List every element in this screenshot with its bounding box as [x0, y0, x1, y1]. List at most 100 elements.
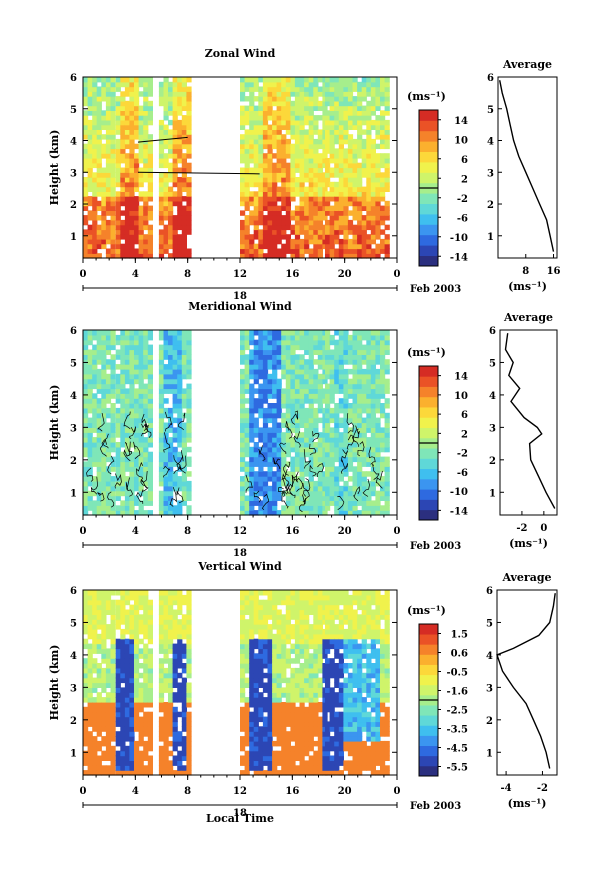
- heatmap-cell: [253, 138, 259, 145]
- heatmap-cell: [304, 500, 310, 506]
- heatmap-cell: [262, 205, 269, 211]
- heatmap-cell: [317, 243, 323, 250]
- heatmap-cell: [129, 153, 135, 159]
- heatmap-cell: [334, 119, 340, 126]
- heatmap-cell: [370, 505, 376, 511]
- heatmap-cell: [249, 243, 255, 250]
- heatmap-cell: [240, 330, 246, 336]
- heatmap-cell: [357, 215, 363, 221]
- heatmap-cell: [124, 711, 131, 718]
- heatmap-cell: [129, 706, 135, 713]
- heatmap-cell: [177, 697, 183, 703]
- heatmap-cell: [343, 224, 349, 231]
- heatmap-cell: [105, 148, 112, 154]
- heatmap-cell: [313, 124, 319, 130]
- y-tick-label: 2: [70, 200, 77, 211]
- heatmap-cell: [181, 619, 187, 625]
- heatmap-cell: [325, 442, 331, 448]
- heatmap-cell: [244, 205, 250, 211]
- heatmap-cell: [357, 243, 363, 250]
- heatmap-cell: [240, 446, 246, 453]
- heatmap-cell: [181, 770, 187, 776]
- heatmap-cell: [168, 672, 174, 679]
- heatmap-cell: [313, 373, 319, 380]
- heatmap-cell: [281, 158, 287, 164]
- heatmap-cell: [138, 417, 144, 424]
- heatmap-cell: [276, 344, 282, 351]
- heatmap-cell: [308, 466, 314, 472]
- heatmap-cell: [325, 349, 331, 355]
- heatmap-cell: [115, 706, 121, 713]
- heatmap-cell: [120, 740, 126, 747]
- heatmap-cell: [240, 181, 246, 188]
- heatmap-cell: [253, 609, 259, 615]
- heatmap-cell: [129, 388, 135, 394]
- heatmap-cell: [380, 238, 386, 245]
- heatmap-cell: [267, 229, 273, 235]
- heatmap-cell: [172, 726, 178, 732]
- heatmap-cell: [343, 119, 349, 126]
- heatmap-cell: [290, 373, 296, 380]
- heatmap-cell: [240, 697, 246, 703]
- heatmap-cell: [186, 682, 192, 688]
- heatmap-cell: [308, 143, 314, 150]
- heatmap-cell: [92, 682, 98, 688]
- heatmap-cell: [299, 339, 305, 346]
- heatmap-cell: [317, 442, 323, 448]
- heatmap-cell: [138, 731, 144, 737]
- heatmap-cell: [129, 172, 135, 178]
- heatmap-cell: [304, 412, 310, 419]
- heatmap-cell: [375, 349, 381, 355]
- heatmap-cell: [115, 238, 121, 245]
- heatmap-cell: [92, 648, 98, 654]
- heatmap-cell: [244, 432, 250, 438]
- heatmap-cell: [304, 417, 310, 424]
- heatmap-cell: [120, 115, 126, 121]
- contour-line: [137, 171, 260, 175]
- contour-line: [107, 455, 115, 475]
- heatmap-cell: [96, 485, 102, 492]
- heatmap-cell: [138, 364, 144, 370]
- heatmap-cell: [276, 177, 282, 183]
- heatmap-cell: [115, 153, 121, 159]
- heatmap-cell: [343, 510, 349, 516]
- heatmap-cell: [375, 224, 381, 231]
- heatmap-cell: [304, 442, 310, 448]
- heatmap-cell: [253, 153, 259, 159]
- heatmap-cell: [240, 721, 246, 727]
- heatmap-cell: [276, 466, 282, 472]
- heatmap-cell: [83, 238, 89, 245]
- heatmap-cell: [304, 359, 310, 365]
- heatmap-cell: [129, 702, 135, 708]
- heatmap-cell: [334, 495, 340, 501]
- heatmap-cell: [240, 172, 246, 178]
- heatmap-cell: [253, 451, 259, 458]
- heatmap-cell: [168, 495, 174, 501]
- heatmap-cell: [177, 619, 183, 625]
- heatmap-cell: [308, 91, 314, 97]
- heatmap-cell: [281, 96, 287, 102]
- heatmap-cell: [370, 86, 376, 92]
- heatmap-cell: [244, 186, 250, 192]
- heatmap-cell: [92, 633, 98, 640]
- heatmap-cell: [147, 191, 153, 197]
- heatmap-cell: [253, 86, 259, 92]
- heatmap-cell: [380, 129, 386, 135]
- heatmap-cell: [147, 172, 153, 178]
- heatmap-cell: [281, 354, 287, 360]
- heatmap-cell: [253, 234, 259, 240]
- heatmap-cell: [163, 110, 169, 116]
- heatmap-cell: [380, 229, 386, 235]
- heatmap-cell: [158, 697, 165, 703]
- heatmap-cell: [138, 736, 144, 742]
- colorbar-tick-label: -2: [457, 449, 468, 460]
- heatmap-cell: [172, 677, 178, 684]
- heatmap-cell: [129, 590, 135, 596]
- heatmap-cell: [83, 614, 89, 620]
- heatmap-cell: [272, 500, 278, 506]
- heatmap-cell: [384, 510, 390, 516]
- heatmap-cell: [317, 383, 323, 390]
- heatmap-cell: [366, 393, 372, 399]
- heatmap-cell: [380, 110, 386, 116]
- heatmap-cell: [83, 124, 89, 130]
